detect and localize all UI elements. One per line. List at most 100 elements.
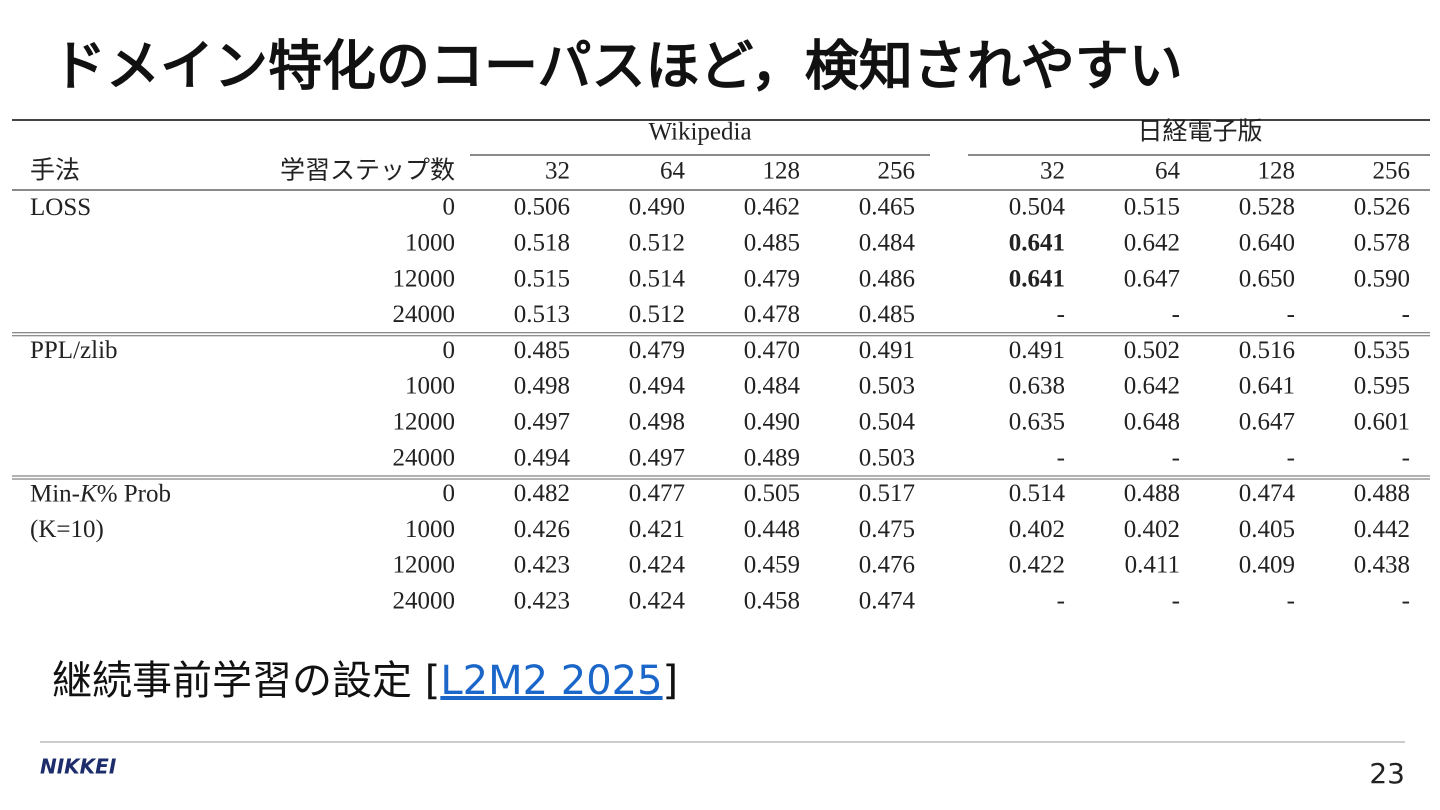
value-cell: 0.476 (859, 552, 915, 579)
value-cell: - (1402, 588, 1410, 615)
value-cell: 0.505 (744, 480, 800, 507)
value-cell: 0.518 (514, 230, 570, 257)
value-cell: 0.517 (859, 480, 915, 507)
value-cell: 0.475 (859, 516, 915, 543)
page-number: 23 (1369, 757, 1405, 790)
value-cell: 0.422 (1009, 552, 1065, 579)
value-cell: 0.516 (1239, 337, 1295, 364)
value-cell: 0.498 (514, 373, 570, 400)
value-cell: 0.642 (1124, 373, 1180, 400)
value-cell: 0.515 (1124, 194, 1180, 221)
value-cell: 0.424 (629, 552, 686, 579)
step-cell: 24000 (393, 588, 456, 615)
value-cell: 0.474 (859, 588, 916, 615)
step-cell: 12000 (393, 409, 456, 436)
value-cell: 0.438 (1354, 552, 1410, 579)
value-cell: 0.498 (629, 409, 685, 436)
value-cell: - (1287, 588, 1295, 615)
value-cell: 0.641 (1009, 265, 1065, 292)
value-cell: 0.462 (744, 194, 800, 221)
value-cell: 0.528 (1239, 194, 1295, 221)
value-cell: 0.641 (1009, 230, 1065, 257)
value-cell: 0.426 (514, 516, 570, 543)
value-cell: 0.448 (744, 516, 800, 543)
value-cell: 0.484 (744, 373, 801, 400)
value-cell: 0.595 (1354, 373, 1410, 400)
column-header: 128 (1258, 158, 1296, 185)
method-label-part: PPL/zlib (30, 337, 118, 364)
value-cell: 0.423 (514, 588, 570, 615)
value-cell: - (1172, 444, 1180, 471)
method-label: PPL/zlib (30, 337, 118, 364)
value-cell: 0.424 (629, 588, 686, 615)
value-cell: 0.486 (859, 265, 915, 292)
value-cell: 0.650 (1239, 265, 1295, 292)
value-cell: 0.442 (1354, 516, 1410, 543)
value-cell: - (1057, 301, 1065, 328)
value-cell: 0.503 (859, 444, 915, 471)
step-cell: 24000 (393, 444, 456, 471)
value-cell: 0.526 (1354, 194, 1410, 221)
group-header: 日経電子版 (1137, 118, 1262, 146)
value-cell: 0.490 (744, 409, 800, 436)
value-cell: 0.423 (514, 552, 570, 579)
value-cell: 0.504 (1009, 194, 1066, 221)
value-cell: 0.641 (1239, 373, 1295, 400)
caption: 継続事前学習の設定 [L2M2 2025] (52, 648, 678, 706)
step-cell: 1000 (405, 373, 455, 400)
slide-title: ドメイン特化のコーパスほど，検知されやすい (52, 35, 1183, 98)
value-cell: - (1287, 444, 1295, 471)
value-cell: 0.514 (629, 265, 686, 292)
value-cell: 0.402 (1009, 516, 1065, 543)
value-cell: 0.497 (629, 444, 685, 471)
step-cell: 0 (443, 194, 456, 221)
logo: NIKKEI (40, 755, 117, 779)
step-cell: 1000 (405, 516, 455, 543)
value-cell: 0.494 (514, 444, 571, 471)
value-cell: 0.479 (629, 337, 685, 364)
value-cell: 0.640 (1239, 230, 1295, 257)
value-cell: - (1172, 301, 1180, 328)
reference-link[interactable]: L2M2 2025 (440, 658, 663, 704)
value-cell: 0.484 (859, 230, 916, 257)
caption-text: 継続事前学習の設定 [ (52, 658, 441, 704)
value-cell: 0.503 (859, 373, 915, 400)
caption-text: ] (662, 658, 679, 704)
value-cell: 0.488 (1354, 480, 1410, 507)
group-header: Wikipedia (648, 119, 751, 146)
value-cell: 0.590 (1354, 265, 1410, 292)
value-cell: - (1402, 444, 1410, 471)
step-cell: 24000 (393, 301, 456, 328)
value-cell: 0.490 (629, 194, 685, 221)
column-header: 手法 (30, 157, 80, 185)
column-header: 128 (763, 158, 801, 185)
value-cell: - (1057, 444, 1065, 471)
column-header: 学習ステップ数 (280, 157, 455, 185)
value-cell: - (1402, 301, 1410, 328)
value-cell: 0.491 (859, 337, 915, 364)
value-cell: 0.578 (1354, 230, 1410, 257)
column-header: 256 (878, 158, 916, 185)
method-label-part: Min- (30, 480, 80, 507)
step-cell: 0 (443, 480, 456, 507)
value-cell: 0.458 (744, 588, 800, 615)
method-label-part: (K=10) (30, 516, 104, 543)
value-cell: 0.497 (514, 409, 570, 436)
value-cell: 0.504 (859, 409, 916, 436)
value-cell: 0.470 (744, 337, 800, 364)
method-label-part: LOSS (30, 194, 91, 221)
value-cell: 0.489 (744, 444, 800, 471)
value-cell: 0.502 (1124, 337, 1180, 364)
value-cell: 0.478 (744, 301, 800, 328)
value-cell: 0.485 (859, 301, 915, 328)
value-cell: 0.459 (744, 552, 800, 579)
value-cell: 0.513 (514, 301, 570, 328)
column-header: 32 (545, 158, 570, 185)
column-header: 256 (1373, 158, 1411, 185)
column-header: 64 (1155, 158, 1181, 185)
value-cell: 0.494 (629, 373, 686, 400)
value-cell: 0.485 (514, 337, 570, 364)
